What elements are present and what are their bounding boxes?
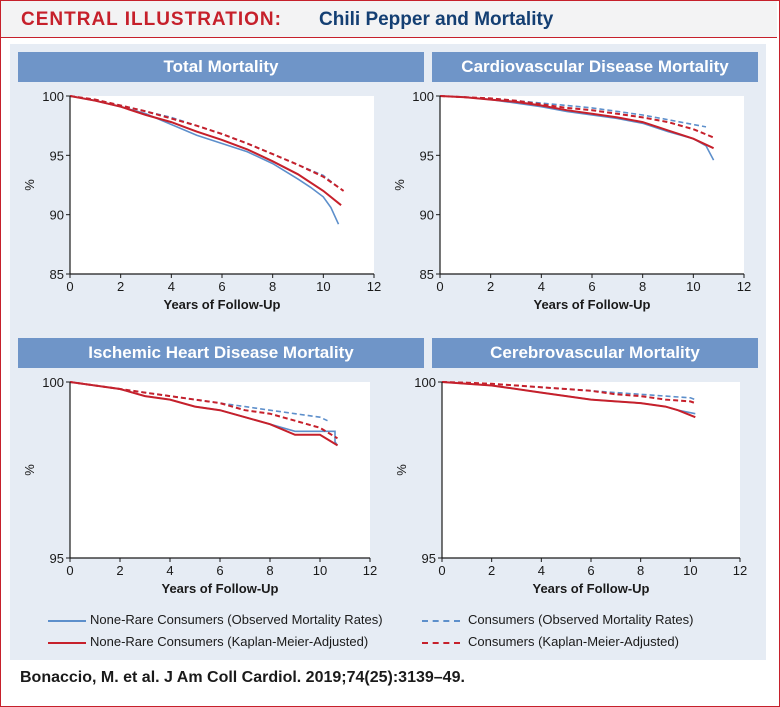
x-tick-label: 4 [166, 563, 173, 578]
x-tick-label: 10 [316, 279, 330, 294]
panel-title-cerebro: Cerebrovascular Mortality [432, 338, 758, 368]
y-tick-label: 95 [50, 148, 64, 163]
y-tick-label: 90 [420, 208, 434, 223]
series-line [69, 95, 345, 192]
x-tick-label: 6 [587, 563, 594, 578]
header-title: Chili Pepper and Mortality [319, 9, 554, 30]
chart-total-mortality: 0 2 4 6 8 10 12 85 90 95 100 Years of Follow-Up% [22, 89, 381, 312]
legend: None-Rare Consumers (Observed Mortality … [10, 608, 766, 656]
x-tick-label: 10 [313, 563, 327, 578]
panel-title-cvd: Cardiovascular Disease Mortality [432, 52, 758, 82]
x-tick-label: 2 [117, 279, 124, 294]
legend-item: None-Rare Consumers (Observed Mortality … [90, 612, 383, 627]
x-axis-label: Years of Follow-Up [532, 581, 649, 596]
x-axis-label: Years of Follow-Up [163, 297, 280, 312]
series-line [69, 381, 339, 447]
x-tick-label: 12 [737, 279, 751, 294]
x-tick-label: 2 [116, 563, 123, 578]
x-tick-label: 2 [488, 563, 495, 578]
citation: Bonaccio, M. et al. J Am Coll Cardiol. 2… [20, 669, 465, 686]
panel-title-total: Total Mortality [18, 52, 424, 82]
series-line [441, 381, 696, 419]
plot-area [70, 382, 370, 558]
x-tick-label: 4 [538, 563, 545, 578]
x-tick-label: 4 [168, 279, 175, 294]
series-line [69, 381, 339, 440]
header-label: CENTRAL ILLUSTRATION: [21, 9, 282, 30]
legend-swatch [422, 620, 460, 622]
series-line [439, 95, 714, 139]
x-tick-label: 10 [686, 279, 700, 294]
y-tick-label: 100 [412, 89, 434, 104]
y-tick-label: 95 [422, 551, 436, 566]
chart-cvd-mortality: 0 2 4 6 8 10 12 85 90 95 100 Years of Follow-Up% [392, 89, 751, 312]
x-tick-label: 0 [66, 279, 73, 294]
x-tick-label: 2 [487, 279, 494, 294]
x-tick-label: 12 [367, 279, 381, 294]
legend-item: Consumers (Observed Mortality Rates) [468, 612, 694, 627]
plot-area [442, 382, 740, 558]
x-tick-label: 0 [438, 563, 445, 578]
x-tick-label: 6 [216, 563, 223, 578]
x-tick-label: 6 [218, 279, 225, 294]
x-tick-label: 12 [733, 563, 747, 578]
x-tick-label: 8 [266, 563, 273, 578]
y-tick-label: 95 [50, 551, 64, 566]
y-axis-label: % [392, 179, 407, 191]
series-line [441, 381, 696, 405]
series-line [439, 95, 715, 150]
x-tick-label: 8 [269, 279, 276, 294]
y-tick-label: 90 [50, 208, 64, 223]
x-tick-label: 8 [639, 279, 646, 294]
y-tick-label: 95 [420, 148, 434, 163]
plot-area [70, 96, 374, 274]
series-line [69, 95, 342, 206]
x-axis-label: Years of Follow-Up [533, 297, 650, 312]
chart-ihd-mortality: 0 2 4 6 8 10 12 95 100 Years of Follow-Up% [22, 375, 377, 596]
y-tick-label: 85 [420, 267, 434, 282]
y-tick-label: 100 [42, 375, 64, 390]
y-tick-label: 100 [42, 89, 64, 104]
x-tick-label: 0 [436, 279, 443, 294]
chart-cerebrovascular-mortality: 0 2 4 6 8 10 12 95 100 Years of Follow-Up% [394, 375, 747, 596]
x-tick-label: 4 [538, 279, 545, 294]
illustration-header: CENTRAL ILLUSTRATION: Chili Pepper and M… [1, 1, 777, 38]
legend-item: Consumers (Kaplan-Meier-Adjusted) [468, 634, 679, 649]
y-axis-label: % [22, 464, 37, 476]
legend-swatch [422, 642, 460, 644]
y-tick-label: 85 [50, 267, 64, 282]
series-line [439, 95, 707, 128]
y-axis-label: % [22, 179, 37, 191]
x-axis-label: Years of Follow-Up [161, 581, 278, 596]
x-tick-label: 10 [683, 563, 697, 578]
panel-title-ihd: Ischemic Heart Disease Mortality [18, 338, 424, 368]
legend-item: None-Rare Consumers (Kaplan-Meier-Adjust… [90, 634, 369, 649]
x-tick-label: 12 [363, 563, 377, 578]
legend-swatch [48, 620, 86, 622]
plot-area [440, 96, 744, 274]
legend-swatch [48, 642, 86, 644]
x-tick-label: 0 [66, 563, 73, 578]
x-tick-label: 6 [588, 279, 595, 294]
y-tick-label: 100 [414, 375, 436, 390]
y-axis-label: % [394, 464, 409, 476]
x-tick-label: 8 [637, 563, 644, 578]
